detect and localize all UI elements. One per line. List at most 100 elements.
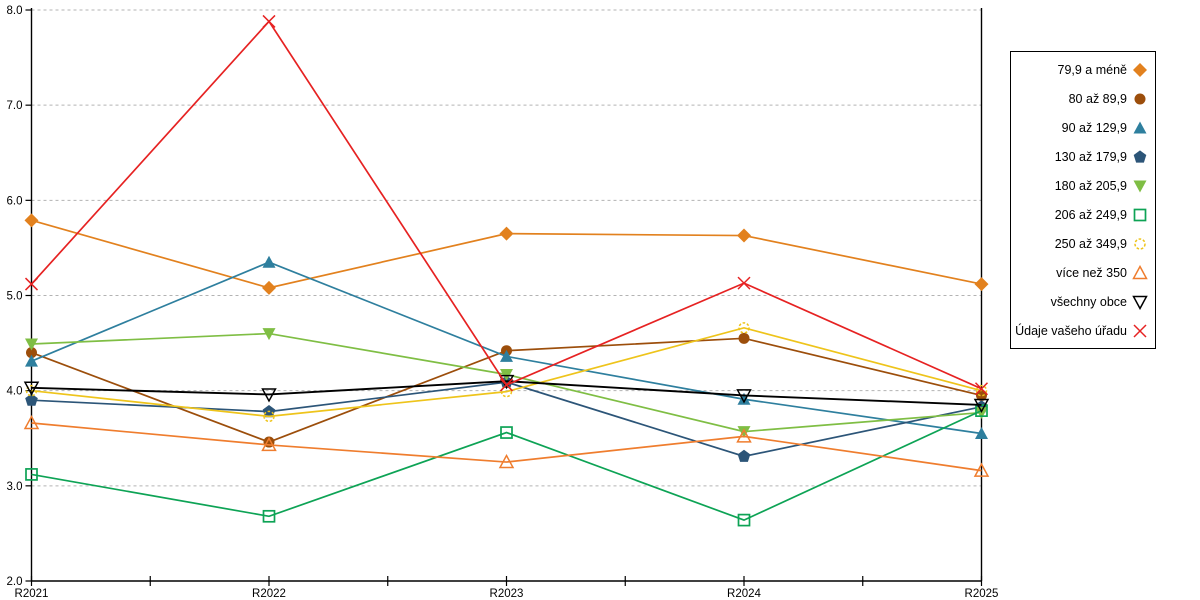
- data-point-marker: [973, 462, 990, 477]
- data-point-marker: [976, 389, 987, 401]
- x-tick-label: R2024: [727, 588, 761, 600]
- data-point-marker: [973, 398, 990, 414]
- data-point-marker: [500, 349, 513, 362]
- y-tick-label: 4.0: [7, 386, 23, 398]
- data-point-marker: [736, 428, 752, 443]
- data-point-marker: [263, 410, 275, 423]
- data-point-marker: [25, 393, 38, 406]
- legend-item-v-ce-ne-350: více než 350: [1011, 258, 1155, 287]
- square-legend-icon: [1133, 208, 1147, 221]
- series-line: [31, 422, 982, 472]
- data-point-marker: [736, 389, 752, 404]
- legend-item-206-a-249-9: 206 až 249,9: [1011, 200, 1155, 229]
- legend-item-label: více než 350: [1056, 265, 1127, 280]
- data-point-marker: [262, 280, 276, 295]
- data-point-marker: [1133, 62, 1147, 77]
- legend-item-v-echny-obce: všechny obce: [1011, 287, 1155, 316]
- data-point-marker: [975, 407, 988, 420]
- data-point-marker: [23, 414, 40, 430]
- series-206-a-249-9: [25, 404, 988, 527]
- triangle-down-legend-icon: [1133, 180, 1147, 192]
- legend-item-label: všechny obce: [1050, 294, 1127, 309]
- legend: 79,9 a méně 80 až 89,9 90 až 129,9 130 až 1…: [1010, 51, 1156, 349]
- data-point-marker: [1134, 237, 1146, 250]
- triangle-up-legend-icon: [1132, 264, 1148, 279]
- circle-legend-icon: [1134, 93, 1146, 104]
- data-point-marker: [25, 338, 38, 351]
- y-tick-label: 5.0: [7, 291, 23, 303]
- data-point-marker: [1133, 121, 1147, 133]
- y-tick-label: 7.0: [7, 100, 23, 112]
- legend-item-label: 79,9 a méně: [1057, 62, 1128, 77]
- data-point-marker: [499, 226, 514, 241]
- data-point-marker: [1133, 149, 1147, 163]
- legend-item-label: 90 až 129,9: [1061, 120, 1127, 135]
- data-point-marker: [975, 404, 988, 418]
- diamond-legend-icon: [1133, 62, 1147, 77]
- legend-item-180-a-205-9: 180 až 205,9: [1011, 171, 1155, 200]
- series--daje-va-eho-adu: [24, 14, 989, 396]
- x-tick-label: R2022: [252, 588, 286, 600]
- series-line: [30, 20, 982, 390]
- data-point-marker: [262, 14, 276, 28]
- data-point-marker: [737, 392, 751, 405]
- data-point-marker: [262, 328, 276, 341]
- triangle-down-legend-icon: [1132, 295, 1148, 310]
- legend-item--daje-va-eho-adu: Údaje vašeho úřadu: [1011, 316, 1155, 345]
- series-180-a-205-9: [25, 328, 988, 439]
- y-tick-label: 8.0: [7, 5, 23, 17]
- series-line: [31, 409, 982, 522]
- data-point-marker: [974, 277, 989, 292]
- data-point-marker: [24, 213, 39, 228]
- data-point-marker: [1132, 295, 1148, 310]
- legend-item-label: 130 až 179,9: [1054, 149, 1127, 164]
- data-point-marker: [262, 509, 276, 523]
- legend-item-label: 250 až 349,9: [1054, 236, 1127, 251]
- data-point-marker: [25, 354, 38, 367]
- legend-item-label: 80 až 89,9: [1068, 91, 1127, 106]
- series-250-a-349-9: [25, 322, 988, 423]
- data-point-marker: [1133, 323, 1147, 338]
- x-tick-label: R2023: [490, 588, 524, 600]
- y-tick-label: 2.0: [7, 576, 23, 588]
- series-v-ce-ne-350: [23, 414, 990, 477]
- data-point-marker: [1134, 93, 1146, 104]
- data-point-marker: [737, 276, 751, 290]
- legend-item-label: 206 až 249,9: [1054, 207, 1127, 222]
- data-point-marker: [737, 228, 751, 243]
- data-point-marker: [737, 449, 751, 462]
- data-point-marker: [1133, 208, 1147, 221]
- triangle-up-legend-icon: [1133, 121, 1147, 133]
- pentagon-legend-icon: [1133, 149, 1147, 163]
- legend-item-130-a-179-9: 130 až 179,9: [1011, 142, 1155, 171]
- series-line: [31, 380, 982, 406]
- circle-dashed-legend-icon: [1134, 237, 1146, 250]
- data-point-marker: [1132, 264, 1148, 279]
- x-tick-label: R2025: [965, 588, 999, 600]
- data-point-marker: [975, 384, 988, 397]
- data-point-marker: [261, 436, 277, 452]
- data-point-marker: [25, 384, 38, 397]
- y-tick-label: 3.0: [7, 481, 23, 493]
- data-point-marker: [737, 426, 751, 439]
- data-point-marker: [1133, 180, 1147, 192]
- legend-item-80-a-89-9: 80 až 89,9: [1011, 84, 1155, 113]
- data-point-marker: [261, 388, 277, 403]
- legend-item-79-9-a-m-n-: 79,9 a méně: [1011, 55, 1155, 84]
- data-point-marker: [974, 382, 989, 396]
- legend-item-90-a-129-9: 90 až 129,9: [1011, 113, 1155, 142]
- x-tick-label: R2021: [15, 588, 49, 600]
- data-point-marker: [738, 322, 750, 334]
- series-line: [31, 326, 982, 418]
- data-point-marker: [24, 277, 39, 291]
- data-point-marker: [737, 513, 751, 527]
- legend-item-label: Údaje vašeho úřadu: [1015, 323, 1127, 338]
- data-point-marker: [26, 347, 37, 359]
- y-tick-label: 6.0: [7, 195, 23, 207]
- data-point-marker: [738, 332, 750, 344]
- data-point-marker: [499, 378, 514, 392]
- data-point-marker: [500, 426, 513, 439]
- data-point-marker: [23, 381, 40, 396]
